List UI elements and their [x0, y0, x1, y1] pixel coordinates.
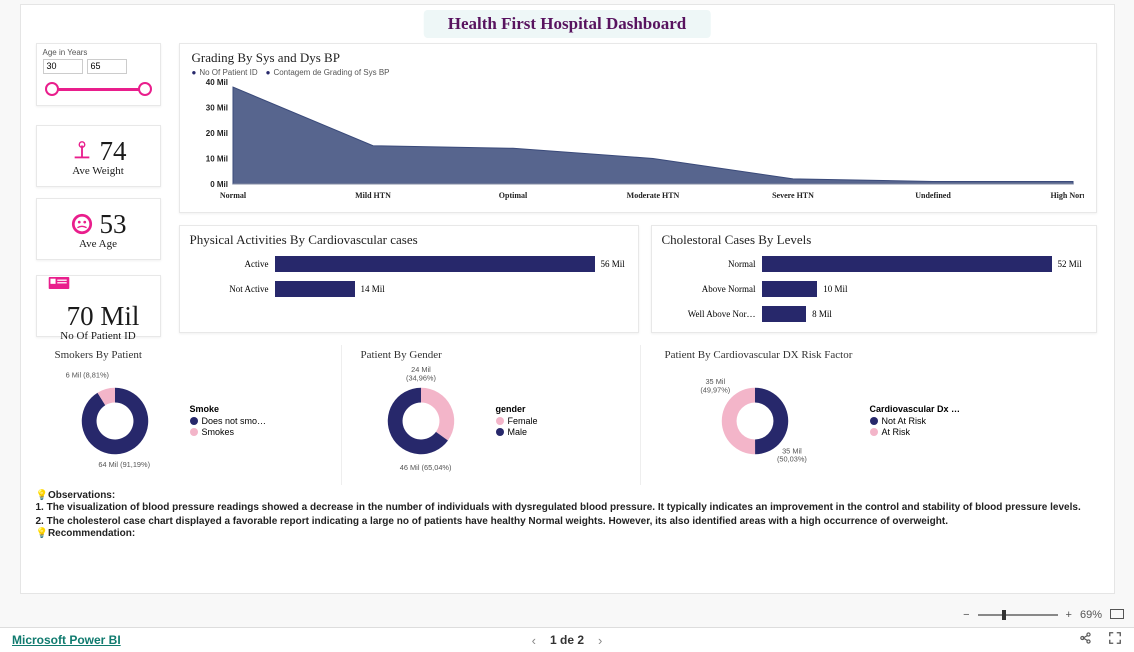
gender-donut-card[interactable]: Patient By Gender 24 Mil(34,96%)46 Mil (… — [341, 345, 641, 485]
age-max-input[interactable]: 65 — [87, 59, 127, 74]
smokers-donut-card[interactable]: Smokers By Patient 6 Mil (8,81%) 64 Mil (… — [36, 345, 336, 485]
kpi-age-label: Ave Age — [79, 238, 117, 250]
risk-donut-card[interactable]: Patient By Cardiovascular DX Risk Factor… — [646, 345, 1096, 485]
area-chart-title: Grading By Sys and Dys BP — [192, 50, 1084, 66]
slider-knob-max[interactable] — [138, 82, 152, 96]
gender-donut-svg: 24 Mil(34,96%)46 Mil (65,04%) — [346, 361, 496, 481]
bulb-icon: 💡 — [36, 528, 48, 539]
svg-text:Undefined: Undefined — [915, 191, 951, 200]
scale-icon — [70, 139, 94, 163]
activity-title: Physical Activities By Cardiovascular ca… — [190, 232, 628, 248]
report-viewport: Health First Hospital Dashboard Age in Y… — [0, 0, 1134, 605]
age-range-slider[interactable] — [43, 82, 154, 98]
dashboard-title: Health First Hospital Dashboard — [448, 14, 687, 34]
svg-text:64 Mil (91,19%): 64 Mil (91,19%) — [98, 460, 150, 469]
dashboard-canvas: Health First Hospital Dashboard Age in Y… — [20, 4, 1115, 594]
area-chart-card[interactable]: Grading By Sys and Dys BP No Of Patient … — [179, 43, 1097, 213]
page-indicator: 1 de 2 — [550, 633, 584, 647]
zoom-slider[interactable] — [978, 614, 1058, 616]
activity-bar-chart[interactable]: Physical Activities By Cardiovascular ca… — [179, 225, 639, 333]
bar-row: Not Active 14 Mil — [190, 280, 628, 298]
kpi-age-value: 53 — [100, 209, 127, 240]
fit-to-page-icon[interactable] — [1110, 609, 1124, 622]
cholesterol-bar-chart[interactable]: Cholestoral Cases By Levels Normal 52 Mi… — [651, 225, 1097, 333]
svg-text:20 Mil: 20 Mil — [205, 129, 227, 138]
svg-text:Normal: Normal — [219, 191, 246, 200]
svg-text:Mild HTN: Mild HTN — [355, 191, 391, 200]
kpi-weight-label: Ave Weight — [72, 165, 124, 177]
area-chart-svg: 40 Mil 30 Mil 20 Mil 10 Mil 0 Mil Normal Mild … — [192, 77, 1084, 202]
svg-text:(49,97%): (49,97%) — [700, 385, 730, 394]
age-slicer[interactable]: Age in Years 30 65 — [36, 43, 161, 106]
bulb-icon: 💡 — [36, 490, 48, 501]
bar-row: Well Above Nor… 8 Mil — [662, 305, 1086, 323]
svg-text:Optimal: Optimal — [498, 191, 527, 200]
fullscreen-icon[interactable] — [1108, 631, 1122, 650]
risk-donut-svg: 35 Mil(49,97%)35 Mil(50,03%) — [680, 361, 830, 481]
powerbi-brand-link[interactable]: Microsoft Power BI — [12, 633, 121, 647]
people-icon — [70, 212, 94, 236]
svg-text:0 Mil: 0 Mil — [210, 180, 228, 189]
share-icon[interactable] — [1078, 631, 1092, 650]
age-min-input[interactable]: 30 — [43, 59, 83, 74]
zoom-in-icon[interactable]: + — [1066, 609, 1072, 621]
slider-knob-min[interactable] — [45, 82, 59, 96]
svg-text:30 Mil: 30 Mil — [205, 104, 227, 113]
chol-title: Cholestoral Cases By Levels — [662, 232, 1086, 248]
kpi-weight: 74 Ave Weight — [36, 125, 161, 187]
svg-text:Severe HTN: Severe HTN — [772, 191, 814, 200]
svg-text:10 Mil: 10 Mil — [205, 155, 227, 164]
gender-title: Patient By Gender — [361, 349, 636, 361]
risk-legend: Cardiovascular Dx … Not At RiskAt Risk — [870, 404, 961, 438]
svg-text:40 Mil: 40 Mil — [205, 78, 227, 87]
svg-text:(34,96%): (34,96%) — [406, 373, 436, 382]
id-card-icon — [47, 271, 71, 295]
zoom-value: 69% — [1080, 609, 1102, 621]
powerbi-footer: Microsoft Power BI ‹ 1 de 2 › — [0, 627, 1134, 652]
prev-page-icon[interactable]: ‹ — [532, 633, 536, 648]
kpi-patients: 70 Mil No Of Patient ID — [36, 275, 161, 337]
svg-text:6 Mil (8,81%): 6 Mil (8,81%) — [65, 371, 108, 380]
bar-row: Normal 52 Mil — [662, 255, 1086, 273]
smokers-legend: Smoke Does not smo…Smokes — [190, 404, 267, 438]
risk-title: Patient By Cardiovascular DX Risk Factor — [665, 349, 1092, 361]
kpi-age: 53 Ave Age — [36, 198, 161, 260]
svg-text:High Normal: High Normal — [1050, 191, 1084, 200]
page-navigator: ‹ 1 de 2 › — [532, 633, 603, 648]
svg-text:Moderate HTN: Moderate HTN — [626, 191, 679, 200]
bar-row: Above Normal 10 Mil — [662, 280, 1086, 298]
kpi-patients-label: No Of Patient ID — [60, 330, 135, 342]
observations-box: 💡Observations: 1. The visualization of b… — [36, 490, 1099, 539]
smokers-donut-svg: 6 Mil (8,81%) 64 Mil (91,19%) — [40, 361, 190, 481]
svg-text:(50,03%): (50,03%) — [776, 455, 806, 464]
kpi-weight-value: 74 — [100, 136, 127, 167]
area-chart-legend: No Of Patient IDContagem de Grading of S… — [192, 68, 1084, 77]
title-box: Health First Hospital Dashboard — [424, 10, 711, 38]
kpi-patients-value: 70 Mil — [67, 301, 140, 332]
age-slicer-label: Age in Years — [43, 48, 154, 57]
zoom-out-icon[interactable]: − — [963, 609, 969, 621]
gender-legend: gender FemaleMale — [496, 404, 538, 438]
bar-row: Active 56 Mil — [190, 255, 628, 273]
smokers-title: Smokers By Patient — [55, 349, 332, 361]
zoom-control[interactable]: − + 69% — [963, 605, 1124, 625]
svg-text:46 Mil (65,04%): 46 Mil (65,04%) — [399, 463, 451, 472]
next-page-icon[interactable]: › — [598, 633, 602, 648]
